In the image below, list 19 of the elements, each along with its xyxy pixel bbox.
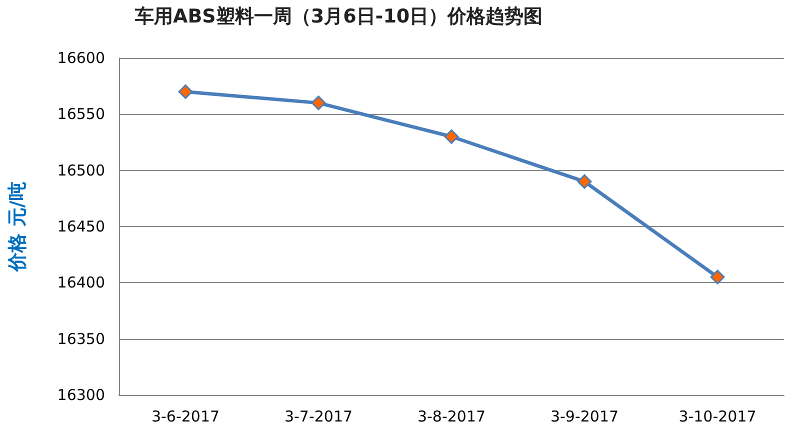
- x-tick-label: 3-6-2017: [151, 408, 220, 426]
- point: [311, 96, 326, 110]
- x-tick-label: 3-10-2017: [678, 408, 756, 426]
- point: [710, 270, 725, 284]
- y-tick-label: 16500: [57, 161, 105, 180]
- y-tick-label: 16450: [57, 218, 105, 236]
- chart-title: 车用ABS塑料一周（3月6日-10日）价格趋势图: [134, 6, 543, 28]
- point: [444, 129, 459, 144]
- y-tick-label: 16400: [57, 274, 105, 292]
- y-tick-label: 16350: [57, 330, 105, 348]
- x-tick-label: 3-9-2017: [550, 408, 619, 426]
- x-tick-label: 3-8-2017: [417, 408, 486, 426]
- y-tick-label: 16550: [57, 105, 105, 124]
- point: [577, 174, 592, 189]
- point: [178, 84, 193, 99]
- y-tick-label: 16600: [57, 49, 105, 67]
- y-tick-label: 16300: [57, 386, 105, 404]
- y-axis-title: 价格 元/吨: [6, 182, 28, 272]
- x-tick-label: 3-7-2017: [284, 408, 353, 426]
